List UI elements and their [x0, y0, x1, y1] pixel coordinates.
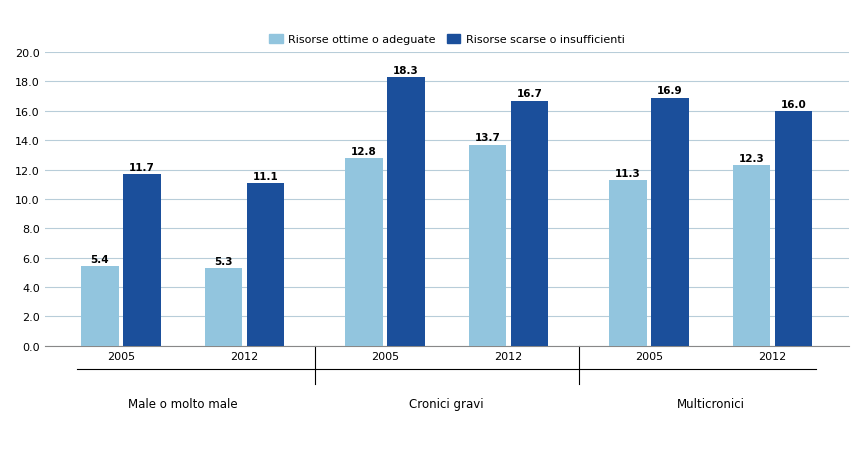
Text: 16.9: 16.9 [658, 86, 683, 96]
Text: 12.8: 12.8 [351, 146, 377, 156]
Bar [247, 183, 284, 346]
Text: Multicronici: Multicronici [677, 397, 745, 410]
Bar [469, 145, 506, 346]
Bar [81, 267, 118, 346]
Bar [124, 175, 161, 346]
Text: 16.7: 16.7 [517, 89, 543, 99]
Text: 5.3: 5.3 [214, 256, 233, 266]
Bar [387, 78, 424, 346]
Bar [205, 268, 243, 346]
Bar [651, 99, 689, 346]
Text: 5.4: 5.4 [91, 255, 109, 265]
Bar [733, 166, 771, 346]
Text: 11.3: 11.3 [615, 168, 641, 178]
Text: 18.3: 18.3 [393, 66, 419, 76]
Bar [775, 111, 812, 346]
Text: 11.7: 11.7 [129, 162, 155, 172]
Bar [609, 180, 646, 346]
Text: 16.0: 16.0 [781, 99, 807, 109]
Bar [346, 159, 383, 346]
Legend: Risorse ottime o adeguate, Risorse scarse o insufficienti: Risorse ottime o adeguate, Risorse scars… [270, 35, 625, 45]
Text: 12.3: 12.3 [739, 154, 765, 164]
Bar [511, 101, 549, 346]
Text: Male o molto male: Male o molto male [128, 397, 238, 410]
Text: Cronici gravi: Cronici gravi [410, 397, 484, 410]
Text: 13.7: 13.7 [474, 133, 500, 143]
Text: 11.1: 11.1 [253, 171, 278, 181]
